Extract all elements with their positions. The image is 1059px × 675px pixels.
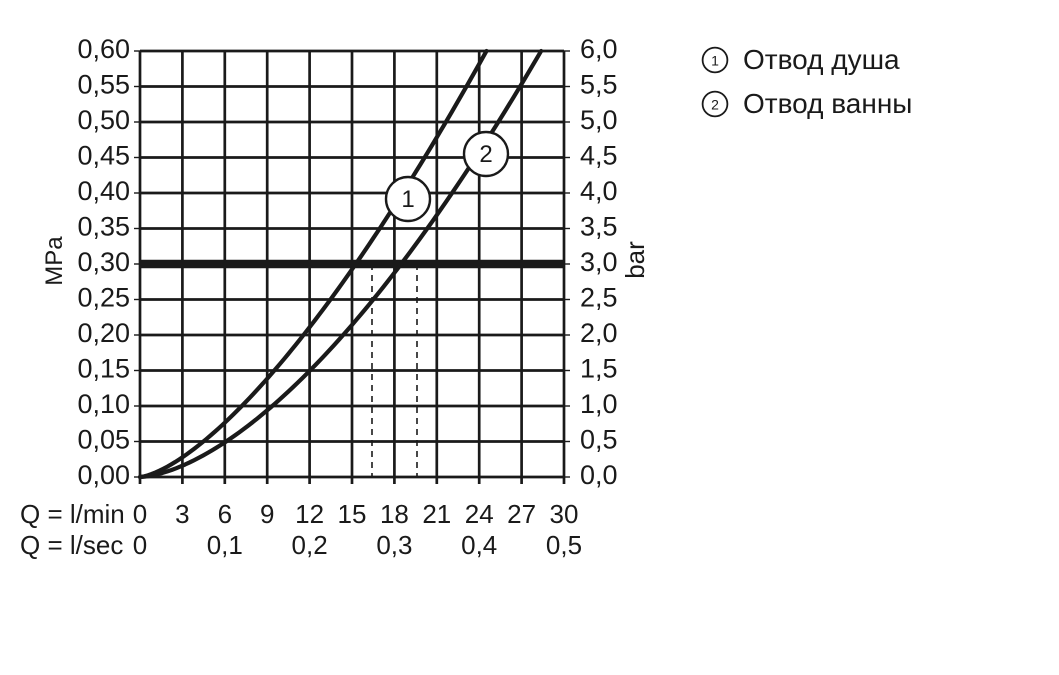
svg-text:0,10: 0,10: [77, 389, 130, 419]
svg-text:6,0: 6,0: [580, 34, 618, 64]
svg-text:0,15: 0,15: [77, 354, 130, 384]
svg-text:0,2: 0,2: [292, 530, 328, 560]
svg-text:4,0: 4,0: [580, 176, 618, 206]
svg-text:Q = l/sec: Q = l/sec: [20, 530, 123, 560]
svg-text:27: 27: [507, 499, 536, 529]
svg-text:0,35: 0,35: [77, 212, 130, 242]
svg-text:0,30: 0,30: [77, 247, 130, 277]
svg-text:0,4: 0,4: [461, 530, 497, 560]
svg-text:0,20: 0,20: [77, 318, 130, 348]
svg-text:0,0: 0,0: [580, 460, 618, 490]
svg-text:0,5: 0,5: [546, 530, 582, 560]
svg-text:0,55: 0,55: [77, 70, 130, 100]
svg-text:0,45: 0,45: [77, 141, 130, 171]
svg-text:Отвод душа: Отвод душа: [743, 44, 900, 75]
svg-text:1,0: 1,0: [580, 389, 618, 419]
svg-text:0,50: 0,50: [77, 105, 130, 135]
svg-text:Q = l/min: Q = l/min: [20, 499, 125, 529]
svg-text:0: 0: [133, 530, 147, 560]
svg-text:2: 2: [479, 141, 492, 168]
svg-text:0,05: 0,05: [77, 425, 130, 455]
svg-text:5,0: 5,0: [580, 105, 618, 135]
svg-text:3: 3: [175, 499, 189, 529]
svg-text:12: 12: [295, 499, 324, 529]
svg-text:5,5: 5,5: [580, 70, 618, 100]
svg-text:bar: bar: [620, 241, 650, 279]
svg-text:0,00: 0,00: [77, 460, 130, 490]
svg-text:21: 21: [422, 499, 451, 529]
svg-text:4,5: 4,5: [580, 141, 618, 171]
svg-text:2,0: 2,0: [580, 318, 618, 348]
svg-text:0: 0: [133, 499, 147, 529]
svg-text:1: 1: [401, 186, 414, 213]
svg-text:3,0: 3,0: [580, 247, 618, 277]
svg-text:0,3: 0,3: [376, 530, 412, 560]
svg-text:0,60: 0,60: [77, 34, 130, 64]
svg-text:18: 18: [380, 499, 409, 529]
svg-text:1,5: 1,5: [580, 354, 618, 384]
svg-text:0,25: 0,25: [77, 283, 130, 313]
svg-text:15: 15: [338, 499, 367, 529]
svg-text:0,40: 0,40: [77, 176, 130, 206]
svg-text:9: 9: [260, 499, 274, 529]
svg-text:0,1: 0,1: [207, 530, 243, 560]
svg-text:2: 2: [711, 97, 719, 113]
svg-text:6: 6: [218, 499, 232, 529]
svg-text:1: 1: [711, 53, 719, 69]
svg-text:30: 30: [550, 499, 579, 529]
svg-text:2,5: 2,5: [580, 283, 618, 313]
svg-text:0,5: 0,5: [580, 425, 618, 455]
svg-text:24: 24: [465, 499, 494, 529]
svg-text:3,5: 3,5: [580, 212, 618, 242]
svg-text:Отвод ванны: Отвод ванны: [743, 88, 912, 119]
svg-text:MPa: MPa: [41, 236, 68, 286]
